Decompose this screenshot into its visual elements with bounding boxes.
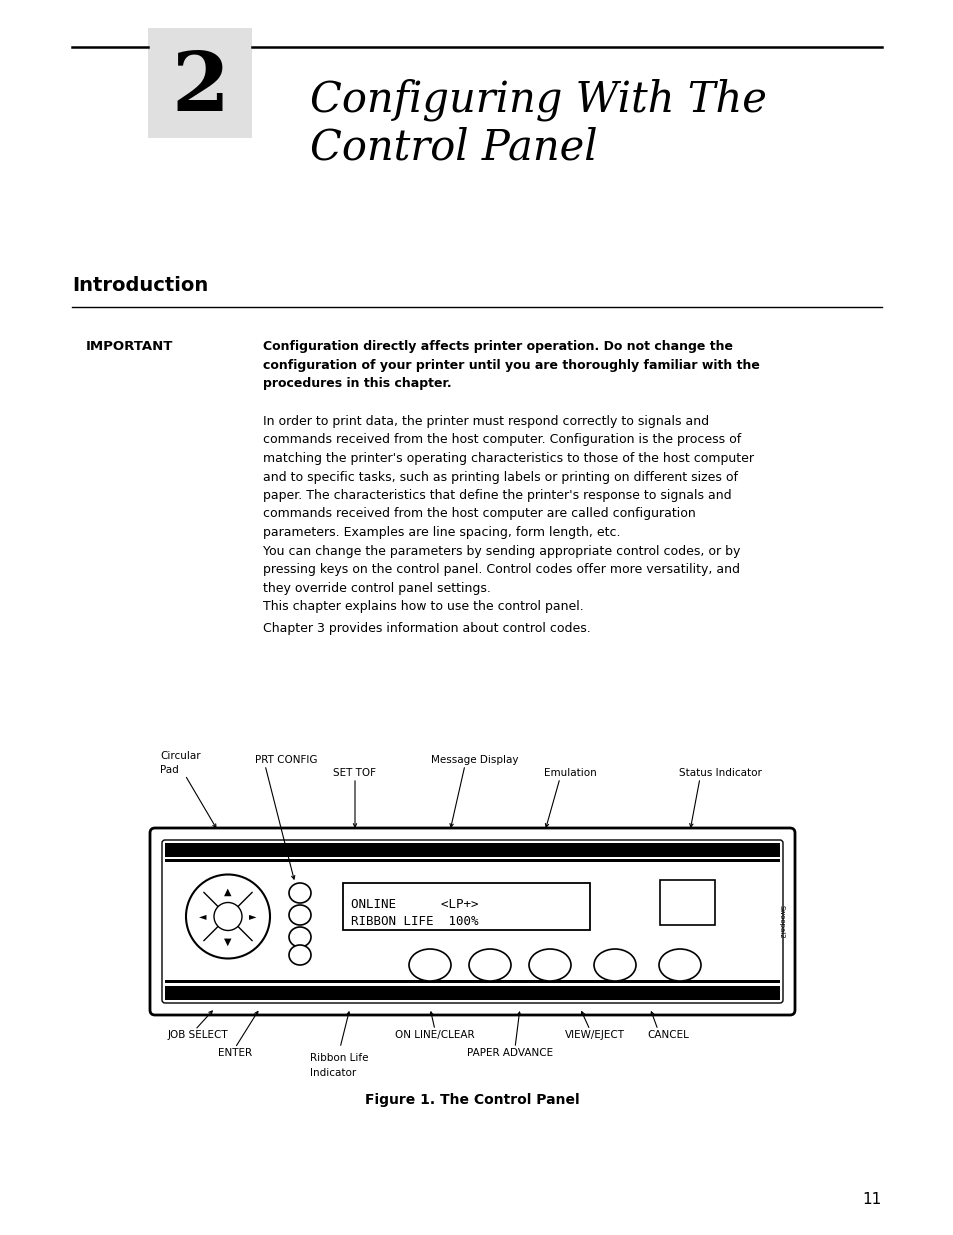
Text: JOB SELECT: JOB SELECT <box>168 1030 229 1040</box>
FancyBboxPatch shape <box>150 827 794 1015</box>
Ellipse shape <box>469 948 511 981</box>
Text: Emulation: Emulation <box>543 768 596 778</box>
Text: CANCEL: CANCEL <box>646 1030 688 1040</box>
Text: You can change the parameters by sending appropriate control codes, or by
pressi: You can change the parameters by sending… <box>263 545 740 595</box>
Circle shape <box>186 874 270 958</box>
Text: Configuring With The: Configuring With The <box>310 79 766 121</box>
Text: Ribbon Life: Ribbon Life <box>310 1053 368 1063</box>
Bar <box>165 981 780 983</box>
Text: VIEW/EJECT: VIEW/EJECT <box>564 1030 624 1040</box>
Ellipse shape <box>659 948 700 981</box>
Text: ▼: ▼ <box>224 936 232 947</box>
Text: IMPORTANT: IMPORTANT <box>86 340 173 353</box>
Ellipse shape <box>594 948 636 981</box>
Text: PRT CONFIG: PRT CONFIG <box>254 755 317 764</box>
Text: ON LINE/CLEAR: ON LINE/CLEAR <box>395 1030 475 1040</box>
Text: Circular: Circular <box>160 751 200 761</box>
Text: RIBBON LIFE  100%: RIBBON LIFE 100% <box>351 915 478 927</box>
Text: In order to print data, the printer must respond correctly to signals and
comman: In order to print data, the printer must… <box>263 415 753 538</box>
Circle shape <box>213 903 242 930</box>
Text: Control Panel: Control Panel <box>310 127 597 169</box>
FancyBboxPatch shape <box>162 840 782 1003</box>
Bar <box>148 28 252 138</box>
Text: SET TOF: SET TOF <box>334 768 376 778</box>
Text: Introduction: Introduction <box>71 275 208 295</box>
Bar <box>343 883 589 930</box>
Text: ONLINE      <LP+>: ONLINE <LP+> <box>351 898 478 911</box>
Text: Figure 1. The Control Panel: Figure 1. The Control Panel <box>365 1093 579 1107</box>
Ellipse shape <box>289 927 311 947</box>
Bar <box>165 986 780 1000</box>
Text: ▲: ▲ <box>224 887 232 897</box>
Ellipse shape <box>289 945 311 965</box>
Text: Chapter 3 provides information about control codes.: Chapter 3 provides information about con… <box>263 622 590 635</box>
Text: ►: ► <box>249 911 256 921</box>
Text: Indicator: Indicator <box>310 1068 355 1078</box>
Text: 2: 2 <box>171 48 229 128</box>
Bar <box>165 860 780 862</box>
Text: This chapter explains how to use the control panel.: This chapter explains how to use the con… <box>263 600 583 613</box>
Ellipse shape <box>289 905 311 925</box>
Text: Configuration directly affects printer operation. Do not change the
configuratio: Configuration directly affects printer o… <box>263 340 760 390</box>
Text: 11: 11 <box>862 1193 882 1208</box>
Text: PAPER ADVANCE: PAPER ADVANCE <box>466 1049 553 1058</box>
Ellipse shape <box>289 883 311 903</box>
Bar <box>165 844 780 857</box>
Text: Pad: Pad <box>160 764 178 776</box>
Bar <box>659 881 714 925</box>
Ellipse shape <box>409 948 451 981</box>
Text: Message Display: Message Display <box>431 755 518 764</box>
Text: ENTER: ENTER <box>218 1049 252 1058</box>
Text: Swoopal2: Swoopal2 <box>779 905 784 939</box>
Ellipse shape <box>529 948 571 981</box>
Text: Status Indicator: Status Indicator <box>678 768 760 778</box>
Text: ◄: ◄ <box>199 911 207 921</box>
